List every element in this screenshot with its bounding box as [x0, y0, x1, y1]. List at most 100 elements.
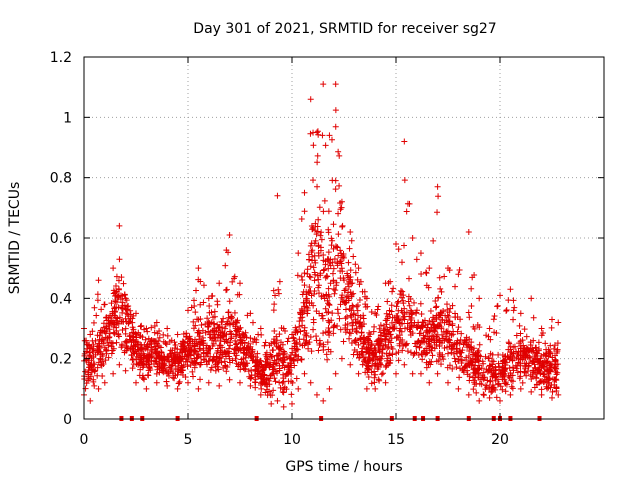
- scatter-point: [403, 309, 410, 316]
- scatter-point: [135, 329, 142, 336]
- scatter-point: [274, 192, 281, 199]
- scatter-point: [113, 304, 120, 311]
- scatter-point: [176, 378, 183, 385]
- scatter-point: [138, 359, 145, 366]
- scatter-point: [100, 360, 107, 367]
- scatter-point: [206, 303, 213, 310]
- scatter-point: [425, 284, 432, 291]
- scatter-point: [227, 342, 234, 349]
- scatter-point: [232, 325, 239, 332]
- scatter-point: [359, 361, 366, 368]
- scatter-point: [510, 297, 517, 304]
- scatter-point: [286, 355, 293, 362]
- scatter-point: [158, 349, 165, 356]
- scatter-point: [409, 370, 416, 377]
- scatter-point: [130, 361, 137, 368]
- scatter-point: [202, 329, 209, 336]
- scatter-point: [90, 378, 97, 385]
- scatter-point: [406, 275, 413, 282]
- scatter-point: [195, 327, 202, 334]
- scatter-point: [122, 325, 129, 332]
- scatter-point: [539, 330, 546, 337]
- scatter-point: [323, 309, 330, 316]
- scatter-point: [437, 309, 444, 316]
- scatter-point: [117, 292, 124, 299]
- scatter-point: [433, 312, 440, 319]
- scatter-point: [137, 366, 144, 373]
- scatter-point: [464, 360, 471, 367]
- scatter-point: [138, 322, 145, 329]
- scatter-point: [424, 333, 431, 340]
- scatter-point: [241, 339, 248, 346]
- scatter-point: [404, 348, 411, 355]
- scatter-point: [485, 367, 492, 374]
- scatter-point: [85, 359, 92, 366]
- scatter-point: [406, 200, 413, 207]
- scatter-point: [322, 305, 329, 312]
- y-tick-label: 1: [63, 110, 72, 126]
- scatter-point: [334, 244, 341, 251]
- scatter-point: [268, 400, 275, 407]
- scatter-point: [237, 280, 243, 287]
- scatter-point: [342, 306, 349, 313]
- scatter-point: [231, 350, 238, 357]
- scatter-point: [265, 377, 272, 384]
- scatter-point: [205, 328, 212, 335]
- scatter-point: [487, 336, 494, 343]
- scatter-point: [552, 368, 559, 375]
- scatter-point: [390, 324, 397, 331]
- scatter-point: [271, 301, 278, 308]
- scatter-point: [153, 338, 160, 345]
- scatter-point: [194, 316, 201, 323]
- scatter-point: [123, 339, 130, 346]
- scatter-point: [113, 273, 120, 280]
- scatter-point: [273, 333, 280, 340]
- scatter-point: [314, 128, 321, 135]
- scatter-point: [296, 336, 303, 343]
- scatter-point: [466, 347, 473, 354]
- scatter-point: [316, 204, 323, 211]
- scatter-point: [408, 310, 415, 317]
- scatter-point: [233, 320, 240, 327]
- scatter-point: [380, 327, 387, 334]
- scatter-point: [458, 330, 465, 337]
- scatter-point: [396, 327, 403, 334]
- scatter-point: [365, 350, 372, 357]
- scatter-point: [301, 303, 308, 310]
- scatter-point: [109, 347, 116, 354]
- scatter-point: [347, 361, 354, 368]
- scatter-point: [542, 352, 549, 359]
- scatter-point: [160, 362, 167, 369]
- scatter-point: [471, 272, 478, 279]
- scatter-point: [112, 297, 119, 304]
- scatter-point: [400, 315, 407, 322]
- scatter-point: [259, 364, 266, 371]
- scatter-point: [455, 356, 462, 363]
- scatter-point: [210, 331, 217, 338]
- scatter-point: [156, 327, 163, 334]
- scatter-point: [325, 257, 332, 264]
- scatter-point: [289, 400, 295, 407]
- scatter-point: [507, 346, 514, 353]
- scatter-point: [455, 271, 462, 278]
- scatter-point: [538, 364, 545, 371]
- scatter-point: [109, 319, 116, 326]
- scatter-point: [363, 295, 370, 302]
- scatter-point: [395, 246, 402, 253]
- scatter-point: [375, 341, 382, 348]
- scatter-point: [145, 367, 152, 374]
- scatter-point: [262, 339, 269, 346]
- scatter-point: [138, 346, 145, 353]
- scatter-point: [338, 265, 345, 272]
- scatter-point: [350, 311, 357, 318]
- scatter-point: [414, 338, 421, 345]
- scatter-point: [480, 392, 487, 399]
- scatter-point: [306, 256, 313, 263]
- grid-layer: [84, 57, 604, 419]
- scatter-point: [355, 265, 362, 272]
- scatter-point: [507, 391, 514, 398]
- scatter-point: [338, 355, 345, 362]
- scatter-point: [81, 337, 88, 344]
- scatter-point: [87, 373, 94, 380]
- scatter-point: [223, 286, 230, 293]
